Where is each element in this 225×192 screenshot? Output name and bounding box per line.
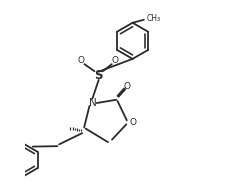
Text: O: O: [130, 118, 137, 127]
Text: S: S: [94, 69, 103, 82]
Text: CH₃: CH₃: [146, 14, 160, 23]
Text: N: N: [89, 98, 96, 108]
Text: O: O: [112, 56, 119, 65]
Text: O: O: [77, 56, 84, 65]
Text: O: O: [124, 82, 130, 91]
